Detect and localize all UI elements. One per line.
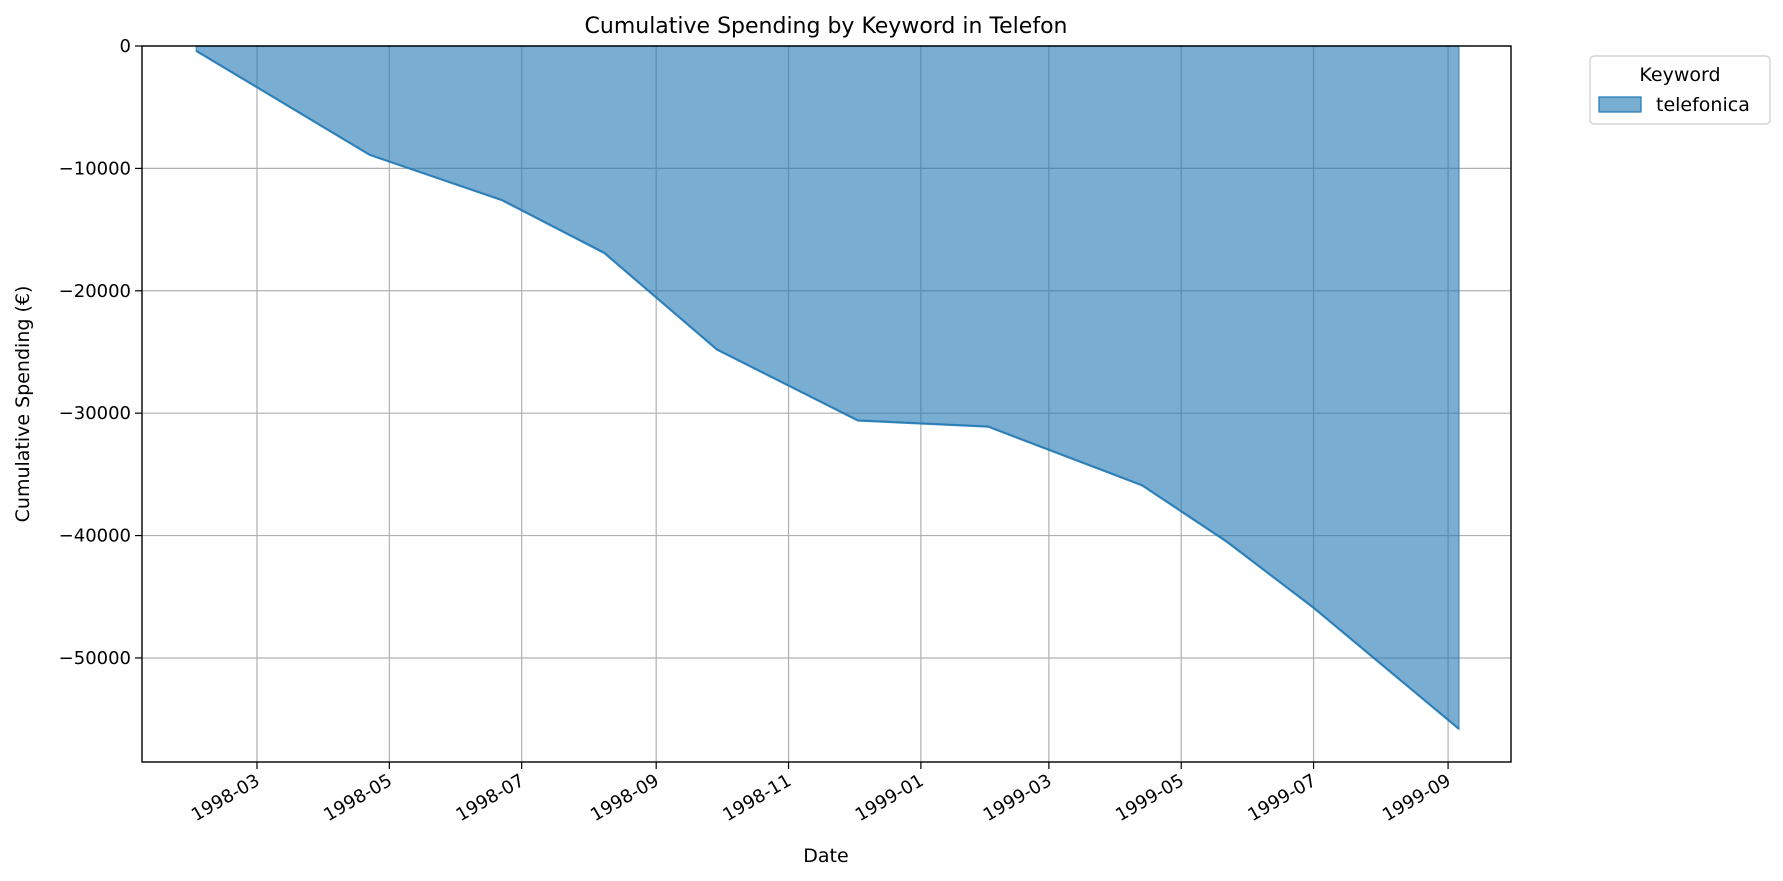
x-tick-label: 1999-07 [1244, 770, 1320, 826]
x-axis-label: Date [803, 845, 848, 867]
x-tick-label: 1999-09 [1379, 770, 1455, 826]
x-tick-label: 1998-03 [188, 770, 264, 826]
y-tick-label: 0 [120, 36, 131, 57]
series-area-telefonica [195, 45, 1460, 731]
chart-title: Cumulative Spending by Keyword in Telefo… [585, 14, 1068, 39]
x-tick-label: 1999-03 [980, 770, 1056, 826]
y-tick-label: −30000 [59, 403, 131, 424]
x-tick-label: 1999-01 [852, 770, 928, 826]
y-tick-label: −40000 [59, 526, 131, 547]
plot-frame [141, 45, 1512, 763]
x-tick-label: 1998-05 [320, 770, 396, 826]
y-tick-label: −10000 [59, 158, 131, 179]
x-tick-label: 1998-11 [719, 770, 795, 826]
legend: Keyword telefonica [1589, 55, 1771, 125]
y-axis-label: Cumulative Spending (€) [12, 286, 34, 523]
x-tick-label: 1998-07 [453, 770, 529, 826]
legend-entry-telefonica: telefonica [1656, 94, 1750, 116]
y-tick-label: −50000 [59, 648, 131, 669]
series-area-layer [195, 45, 1460, 731]
legend-title: Keyword [1639, 64, 1720, 86]
y-tick-label: −20000 [59, 281, 131, 302]
x-tick-label: 1998-09 [587, 770, 663, 826]
series-line-telefonica [195, 49, 1460, 730]
legend-swatch-telefonica [1598, 96, 1642, 113]
x-tick-label: 1999-05 [1112, 770, 1188, 826]
